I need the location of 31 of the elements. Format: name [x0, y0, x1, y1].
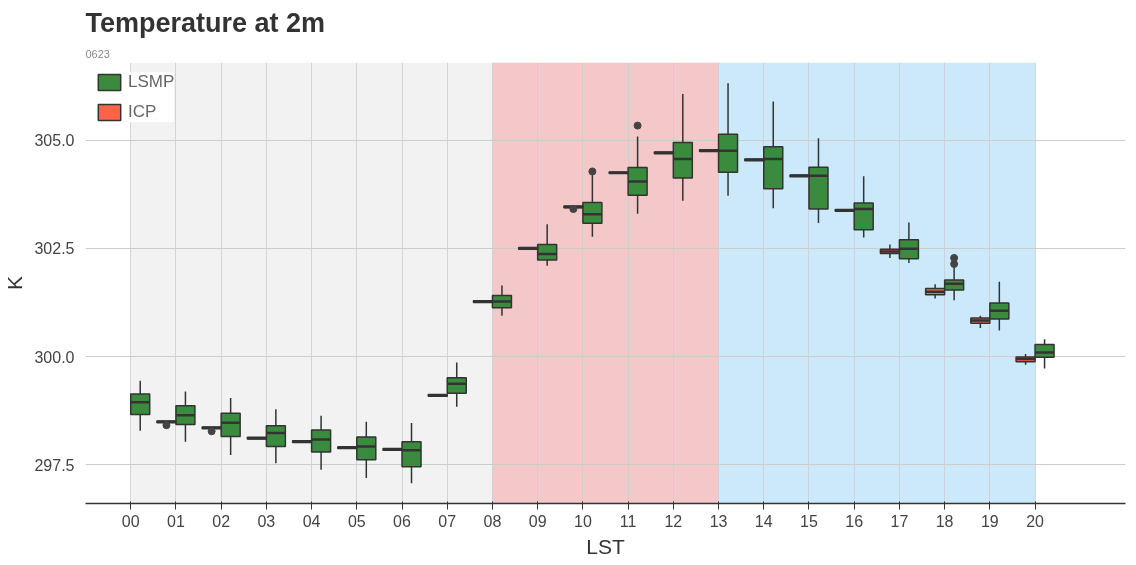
x-tick-label: 15: [800, 512, 818, 530]
y-tick-label: 305.0: [34, 132, 75, 150]
x-tick-label: 03: [257, 512, 276, 530]
x-tick-label: 06: [393, 512, 412, 530]
y-tick-label: 297.5: [34, 456, 75, 474]
x-tick-label: 12: [664, 512, 683, 530]
x-tick-label: 02: [212, 512, 231, 530]
x-tick-label: 10: [573, 512, 592, 530]
x-tick-label: 09: [528, 512, 547, 530]
chart-subtitle: 0623: [85, 47, 110, 60]
x-tick-label: 00: [121, 512, 140, 530]
x-tick-label: 04: [302, 512, 321, 530]
x-tick-label: 01: [167, 512, 185, 530]
y-tick-label: 300.0: [34, 348, 75, 366]
y-tick-label: 302.5: [34, 240, 75, 258]
x-tick-label: 19: [980, 512, 999, 530]
x-tick-label: 13: [709, 512, 728, 530]
x-tick-label: 08: [483, 512, 502, 530]
x-tick-label: 05: [347, 512, 366, 530]
legend-label: LSMP: [128, 72, 175, 92]
x-tick-label: 16: [845, 512, 864, 530]
chart-title: Temperature at 2m: [85, 7, 326, 38]
x-tick-label: 20: [1026, 512, 1045, 530]
x-axis-title: LST: [586, 534, 625, 558]
legend-label: ICP: [128, 102, 157, 122]
x-tick-label: 17: [890, 512, 909, 530]
y-axis-title: K: [3, 275, 27, 290]
x-tick-label: 11: [619, 512, 637, 530]
x-tick-label: 07: [438, 512, 457, 530]
x-tick-label: 14: [754, 512, 773, 530]
x-tick-label: 18: [935, 512, 954, 530]
